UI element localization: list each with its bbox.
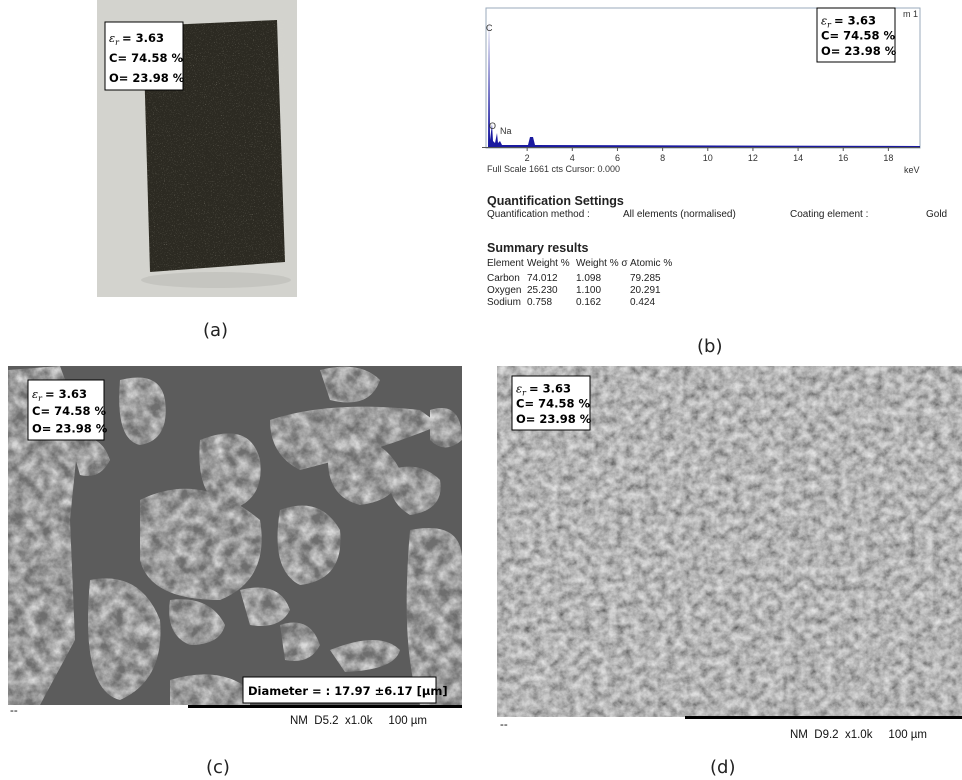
table-cell: 74.012: [527, 273, 558, 284]
scale-marker: --: [500, 719, 508, 731]
oxygen-content: O= 23.98 %: [516, 412, 592, 426]
table-cell: 0.758: [527, 297, 552, 308]
panel-label: (a): [203, 320, 228, 341]
carbon-content: C= 74.58 %: [109, 51, 183, 65]
table-header: Atomic %: [630, 258, 672, 269]
x-tick-label: 12: [748, 153, 758, 163]
cube-shadow: [141, 272, 291, 288]
oxygen-content: O= 23.98 %: [32, 422, 108, 436]
x-tick-label: 8: [660, 153, 665, 163]
oxygen-content: O= 23.98 %: [821, 44, 897, 58]
table-cell: 79.285: [630, 273, 661, 284]
peak-label: O: [489, 121, 496, 131]
sem-info: NM D9.2 x1.0k 100 µm: [790, 729, 927, 741]
panel-label: (d): [710, 757, 735, 778]
carbon-content: C= 74.58 %: [516, 397, 590, 411]
table-cell: 1.098: [576, 273, 601, 284]
section-title: Summary results: [487, 241, 588, 255]
x-tick-label: 14: [793, 153, 803, 163]
panel-label: (c): [206, 757, 230, 778]
x-tick-label: 18: [883, 153, 893, 163]
scale-bar: [685, 716, 962, 719]
figure: (a) C O Na m 1 keV Full Scale 1661 cts C…: [0, 0, 962, 780]
setting-value: All elements (normalised): [623, 209, 736, 220]
scale-marker: --: [10, 705, 18, 717]
panel-label: (b): [697, 336, 722, 357]
sem-info: NM D5.2 x1.0k 100 µm: [290, 715, 427, 727]
permittivity-value: = 3.63: [45, 387, 87, 401]
table-cell: Sodium: [487, 297, 521, 308]
section-title: Quantification Settings: [487, 194, 624, 208]
x-ticks: 2 4 6 8 10 12 14 16 18: [525, 148, 894, 164]
setting-value: Gold: [926, 209, 947, 220]
oxygen-content: O= 23.98 %: [109, 71, 185, 85]
table-cell: 25.230: [527, 285, 558, 296]
peak-label: C: [486, 23, 493, 33]
x-tick-label: 4: [570, 153, 575, 163]
x-tick-label: 16: [838, 153, 848, 163]
table-cell: 1.100: [576, 285, 601, 296]
x-tick-label: 10: [703, 153, 713, 163]
x-tick-label: 6: [615, 153, 620, 163]
spectrum-footer: Full Scale 1661 cts Cursor: 0.000: [487, 164, 620, 174]
peak-label: Na: [500, 126, 512, 136]
carbon-content: C= 74.58 %: [821, 29, 895, 43]
x-unit: keV: [904, 165, 920, 175]
table-header: Weight %: [527, 258, 570, 269]
setting-label: Coating element :: [790, 209, 868, 220]
permittivity-value: = 3.63: [122, 31, 164, 45]
carbon-content: C= 74.58 %: [32, 404, 106, 418]
table-cell: 0.162: [576, 297, 601, 308]
scale-bar: [188, 705, 462, 708]
table-cell: Carbon: [487, 273, 520, 284]
permittivity-value: = 3.63: [834, 13, 876, 27]
table-cell: Oxygen: [487, 285, 521, 296]
setting-label: Quantification method :: [487, 209, 590, 220]
table-header: Weight % σ: [576, 258, 628, 269]
permittivity-value: = 3.63: [529, 381, 571, 395]
table-cell: 0.424: [630, 297, 655, 308]
table-cell: 20.291: [630, 285, 661, 296]
table-header: Element: [487, 258, 524, 269]
diameter-text: Diameter = : 17.97 ±6.17 [µm]: [248, 684, 448, 698]
spectrum-corner-text: m 1: [903, 9, 918, 19]
x-tick-label: 2: [525, 153, 530, 163]
